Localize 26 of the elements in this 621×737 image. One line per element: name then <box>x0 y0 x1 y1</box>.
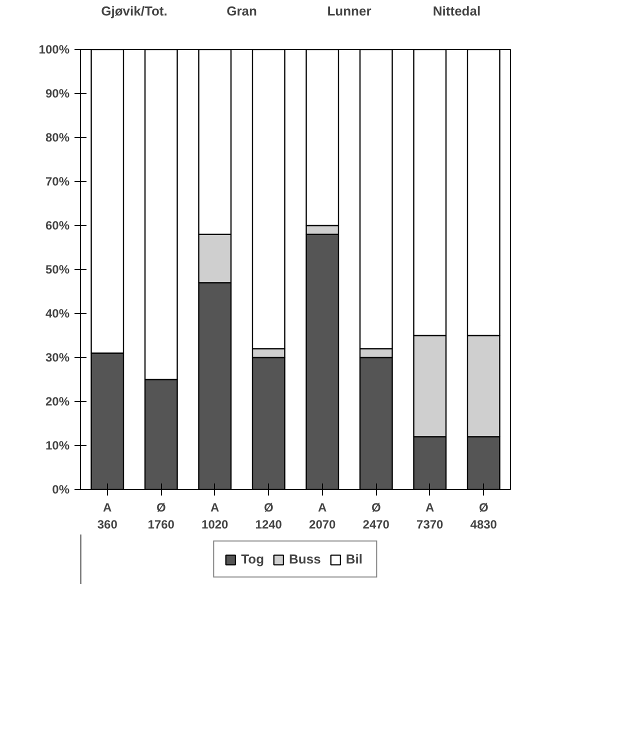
text: Nittedal <box>432 4 481 18</box>
y-tick-label: 80% <box>45 130 70 144</box>
x-tick-label: Ø 2470 <box>362 500 390 532</box>
y-tick-label: 0% <box>52 482 70 496</box>
y-tick-label: 60% <box>45 218 70 232</box>
legend-label: Bil <box>346 552 364 566</box>
legend-label: Tog <box>241 552 264 566</box>
legend-label: Buss <box>289 552 321 566</box>
x-tick-label: A 360 <box>97 500 118 532</box>
y-tick-label: 20% <box>45 394 70 408</box>
x-tick-label: A 1020 <box>202 500 229 532</box>
y-tick-label: 40% <box>45 306 70 320</box>
x-tick-label: A 7370 <box>416 500 444 532</box>
y-tick-label: 10% <box>45 438 70 452</box>
x-tick-label: Ø 4830 <box>470 500 498 532</box>
text: Gjøvik/Tot. <box>101 4 168 18</box>
text: Gran <box>226 4 257 18</box>
y-tick-label: 70% <box>45 174 70 188</box>
y-tick-label: 50% <box>45 262 70 276</box>
y-tick-label: 30% <box>45 350 70 364</box>
y-tick-label: 90% <box>45 86 70 100</box>
x-tick-label: A 2070 <box>309 500 336 532</box>
text: Lunner <box>327 4 372 18</box>
x-tick-label: Ø 1240 <box>255 500 282 532</box>
x-tick-label: Ø 1760 <box>148 500 175 532</box>
y-tick-label: 100% <box>38 42 70 56</box>
